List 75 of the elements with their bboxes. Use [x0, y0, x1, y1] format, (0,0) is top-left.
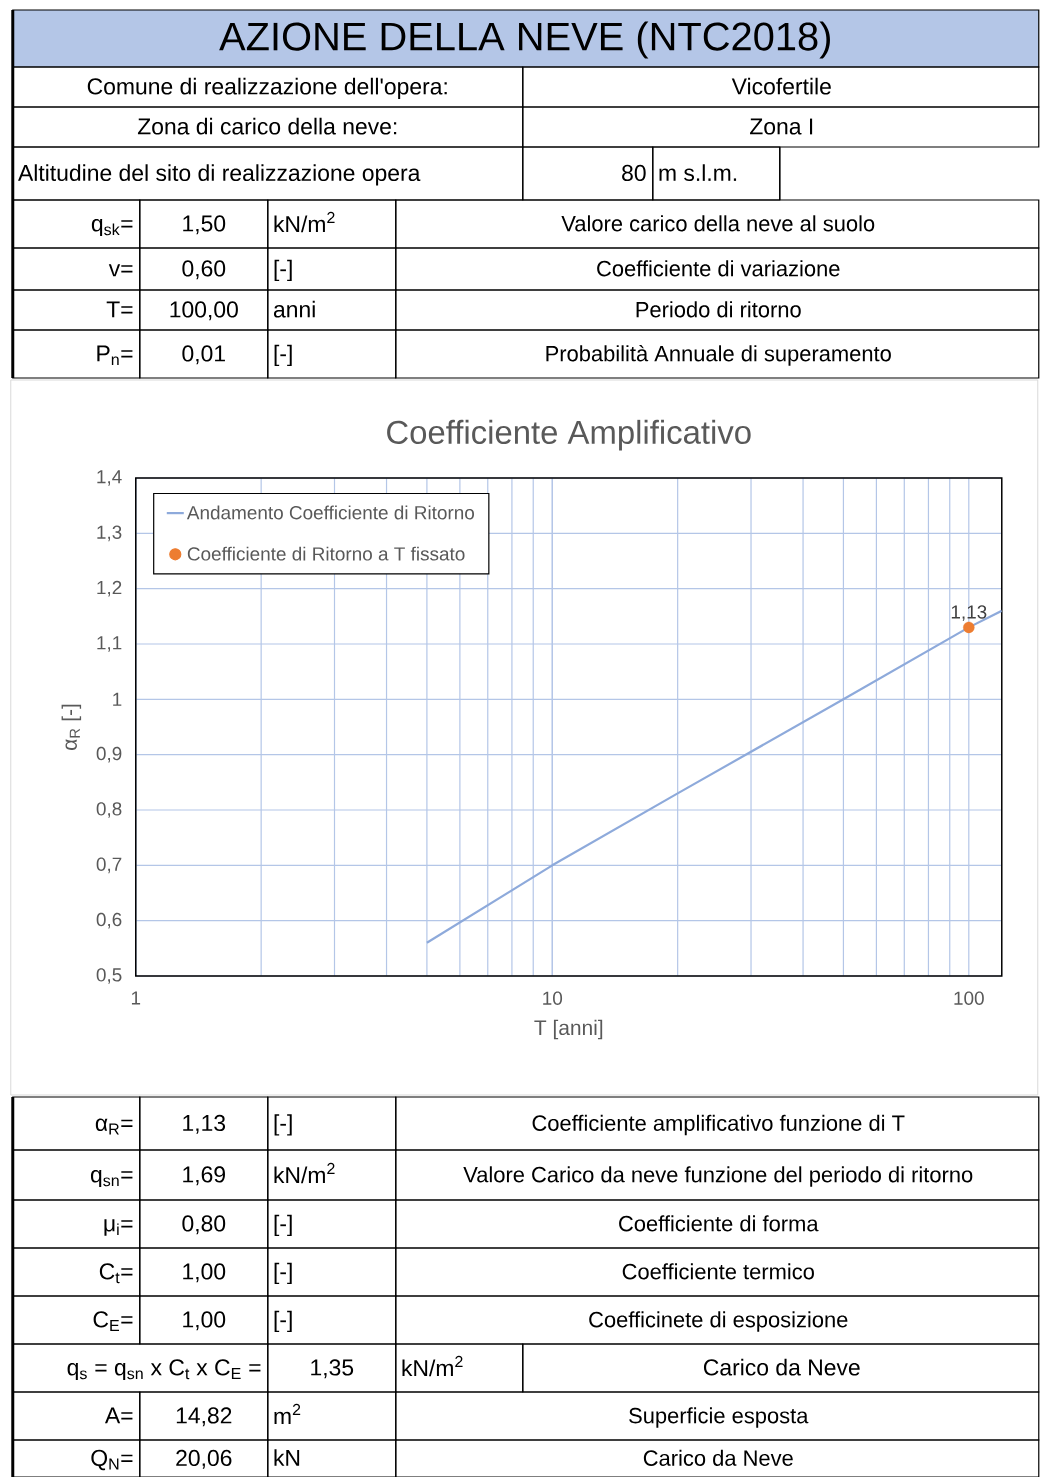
- y-tick-label: 1,2: [97, 580, 122, 597]
- text: Q$_{N}$=: [91, 1449, 133, 1471]
- y-tick-label: 1,1: [97, 636, 122, 652]
- text: Coefficiente di forma: [619, 1215, 819, 1232]
- text: 1,13: [183, 1114, 226, 1134]
- text: α$_{R}$=: [95, 1118, 133, 1135]
- text: Zona I: [750, 118, 813, 135]
- text: [-]: [274, 1114, 292, 1136]
- text: P$_{n}$=: [97, 345, 133, 366]
- text: m s.l.m.: [659, 164, 737, 182]
- text: 1,00: [183, 1263, 226, 1283]
- text: m$^{2}$: [274, 1403, 301, 1425]
- text: Carico da Neve: [643, 1449, 793, 1466]
- text: AZIONE DELLA NEVE (NTC2018): [219, 21, 831, 59]
- chart-title: Coefficiente Amplificativo: [387, 419, 751, 451]
- text: kN/m$^{2}$: [274, 1162, 335, 1184]
- text: anni: [274, 300, 315, 318]
- text: 100,00: [170, 301, 239, 321]
- text: Vicofertile: [731, 77, 831, 95]
- x-tick-label: 10: [543, 991, 563, 1005]
- y-tick-label: 0,6: [96, 912, 122, 929]
- text: kN/m$^{2}$: [402, 1355, 463, 1377]
- text: [-]: [274, 344, 292, 367]
- y-tick-label: 1,3: [97, 525, 122, 542]
- text: kN/m$^{2}$: [274, 211, 335, 233]
- text: v=: [108, 264, 133, 277]
- text: 1,35: [311, 1359, 354, 1379]
- text: 0,01: [182, 345, 226, 365]
- text: T=: [106, 301, 133, 318]
- text: Coefficiente termico: [622, 1263, 815, 1280]
- text: Comune di realizzazione dell'opera:: [87, 77, 447, 100]
- text: C$_{t}$=: [99, 1263, 133, 1284]
- text: Valore Carico da neve funzione del periodo di ritorno: [463, 1166, 973, 1187]
- text: Valore carico della neve al suolo: [561, 215, 875, 232]
- y-axis-title: α$_{R}$ [-]: [61, 704, 82, 750]
- text: Superficie esposta: [629, 1407, 809, 1428]
- text: C$_{E}$=: [93, 1311, 133, 1332]
- text: Zona di carico della neve:: [138, 117, 397, 135]
- text: 0,60: [182, 260, 226, 280]
- text: 80: [622, 164, 646, 182]
- text: Coefficiente di variazione: [597, 260, 840, 277]
- x-tick-label: 1: [132, 991, 141, 1005]
- text: Altitudine del sito di realizzazione opera: [18, 164, 421, 186]
- text: q$_{sn}$=: [91, 1170, 133, 1188]
- data-label: 1,13: [951, 605, 987, 621]
- text: [-]: [274, 1262, 292, 1285]
- text: 1,50: [183, 215, 226, 235]
- text: kN: [274, 1449, 300, 1466]
- text: 20,06: [176, 1449, 232, 1469]
- text: Periodo di ritorno: [636, 301, 801, 318]
- text: 14,82: [176, 1407, 232, 1427]
- text: Probabilità Annuale di superamento: [546, 345, 892, 366]
- text: 1,00: [183, 1311, 226, 1331]
- text: Coefficiente amplificativo funzione di T: [532, 1114, 905, 1136]
- x-tick-label: 100: [954, 991, 984, 1005]
- text: 0,80: [182, 1215, 226, 1235]
- text: Coefficinete di esposizione: [589, 1311, 848, 1332]
- legend-label: Coefficiente di Ritorno a T fissato: [187, 546, 465, 561]
- text: q$_{sk}$=: [91, 219, 133, 237]
- x-axis-title: T [anni]: [534, 1019, 603, 1040]
- text: q$_{s}$ = q$_{sn}$ x C$_{t}$ x C$_{E}$ =: [67, 1359, 261, 1381]
- y-tick-label: 1: [113, 692, 122, 706]
- legend-label: Andamento Coefficiente di Ritorno: [187, 505, 475, 520]
- y-tick-label: 0,8: [96, 802, 122, 818]
- text: 1,69: [183, 1166, 226, 1186]
- text: [-]: [274, 259, 292, 282]
- text: A=: [105, 1407, 133, 1424]
- y-tick-label: 0,9: [96, 746, 122, 763]
- y-tick-label: 0,5: [96, 968, 122, 984]
- text: [-]: [274, 1214, 292, 1237]
- text: μ$_{i}$=: [104, 1219, 133, 1236]
- y-tick-label: 1,4: [97, 470, 122, 486]
- text: [-]: [274, 1310, 292, 1333]
- y-tick-label: 0,7: [96, 857, 122, 874]
- text: Carico da Neve: [704, 1358, 860, 1376]
